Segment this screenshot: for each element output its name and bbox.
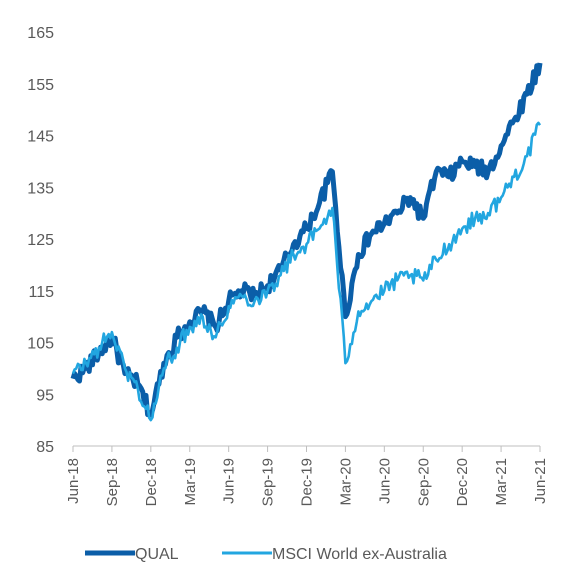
x-tick-label: Sep-18 [104, 458, 121, 506]
x-tick-label: Dec-18 [143, 458, 160, 506]
x-tick-label: Dec-19 [299, 458, 316, 506]
x-axis-ticks: Jun-18 Sep-18 Dec-18 Mar-19 Jun-19 Sep-19 Dec-… [65, 446, 549, 506]
x-tick-label: Jun-20 [376, 458, 393, 504]
y-tick-label: 95 [36, 387, 54, 404]
y-tick-label: 85 [36, 439, 54, 456]
x-tick-label: Dec-20 [454, 458, 471, 506]
x-tick-label: Jun-19 [221, 458, 238, 504]
series-line-msci-world-ex-australia [71, 121, 542, 422]
legend-label: QUAL [135, 546, 179, 563]
legend: QUAL MSCI World ex-Australia [85, 546, 447, 563]
y-tick-label: 155 [27, 77, 54, 94]
series-line-qual [70, 62, 543, 418]
y-tick-label: 105 [27, 336, 54, 353]
y-tick-label: 165 [27, 25, 54, 42]
series-layer [70, 62, 543, 422]
y-tick-label: 125 [27, 232, 54, 249]
y-axis-ticks: 85 95 105 115 125 135 145 155 165 [27, 25, 54, 456]
legend-label: MSCI World ex-Australia [272, 546, 447, 563]
x-tick-label: Mar-20 [337, 458, 354, 506]
x-tick-label: Mar-19 [182, 458, 199, 506]
x-tick-label: Jun-21 [532, 458, 549, 504]
y-tick-label: 115 [28, 284, 54, 301]
y-tick-label: 135 [27, 180, 54, 197]
x-tick-label: Jun-18 [65, 458, 82, 504]
x-tick-label: Mar-21 [493, 458, 510, 506]
y-tick-label: 145 [27, 129, 54, 146]
x-tick-label: Sep-20 [415, 458, 432, 506]
x-tick-label: Sep-19 [260, 458, 277, 506]
